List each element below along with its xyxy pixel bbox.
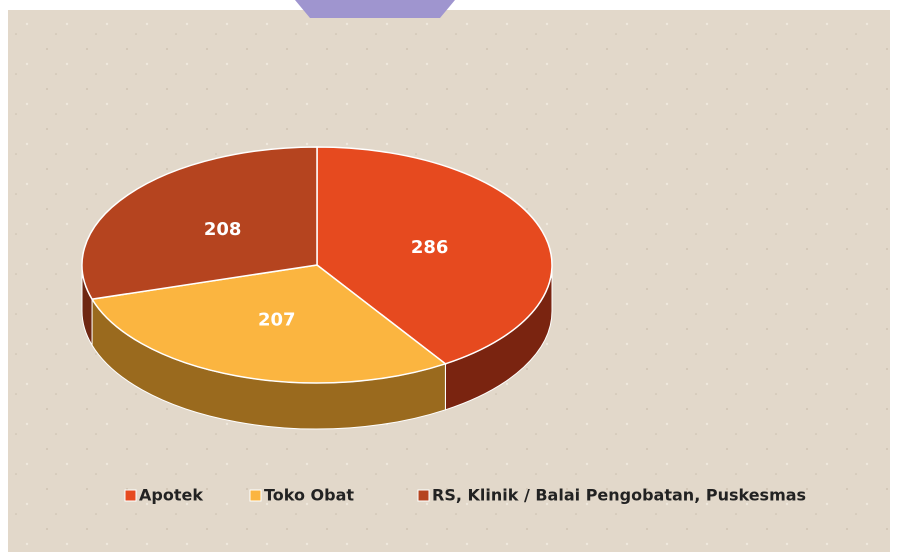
legend-swatch [124, 489, 137, 502]
data-label: 286 [411, 237, 449, 258]
legend-label: Toko Obat [264, 486, 354, 505]
pie-slice [90, 264, 447, 384]
legend-swatch [249, 489, 262, 502]
pie-slice [81, 146, 318, 300]
legend-label: RS, Klinik / Balai Pengobatan, Puskesmas [432, 486, 806, 505]
decoration [295, 0, 455, 18]
data-label: 207 [258, 309, 296, 330]
legend: Apotek Toko Obat RS, Klinik / Balai Pengob… [124, 486, 806, 505]
legend-swatch [417, 489, 430, 502]
legend-label: Apotek [139, 486, 203, 505]
pie: 286 207 208 [81, 146, 553, 430]
data-label: 208 [204, 219, 242, 240]
